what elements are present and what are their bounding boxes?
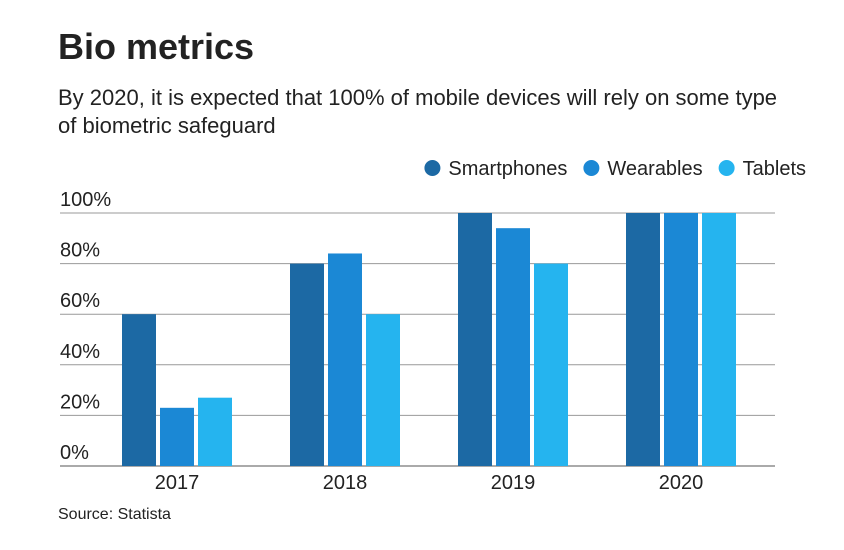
y-tick-label: 40% [60, 341, 100, 363]
bar [626, 213, 660, 466]
y-tick-label: 20% [60, 391, 100, 413]
legend-swatch [424, 160, 441, 176]
y-tick-label: 0% [60, 442, 89, 464]
chart: 0% 20% 40% 60% 80% 100% 2017 2018 2019 2020 Tablet… [60, 158, 806, 494]
bar [702, 213, 736, 466]
legend-swatch [718, 160, 735, 176]
y-tick-label: 100% [60, 189, 111, 211]
chart-title: Bio metrics [58, 26, 255, 67]
x-tick-label: 2020 [659, 472, 704, 494]
legend-label: Wearables [607, 158, 702, 180]
source-note: Source: Statista [58, 506, 171, 523]
legend-label: Tablets [743, 158, 806, 180]
bar [534, 263, 568, 466]
y-tick-label: 60% [60, 290, 100, 312]
bar [160, 407, 194, 466]
x-tick-label: 2019 [491, 472, 536, 494]
legend-swatch [583, 160, 600, 176]
bar [290, 263, 324, 466]
y-tick-label: 80% [60, 240, 100, 262]
bar [122, 314, 156, 466]
x-tick-label: 2018 [323, 472, 368, 494]
bar [458, 213, 492, 466]
chart-subtitle: By 2020, it is expected that 100% of mob… [58, 85, 778, 138]
bar [366, 314, 400, 466]
bar [664, 213, 698, 466]
bar [496, 228, 530, 466]
bar [328, 253, 362, 466]
bar [198, 397, 232, 466]
legend-label: Smartphones [448, 158, 567, 180]
x-tick-label: 2017 [155, 472, 200, 494]
